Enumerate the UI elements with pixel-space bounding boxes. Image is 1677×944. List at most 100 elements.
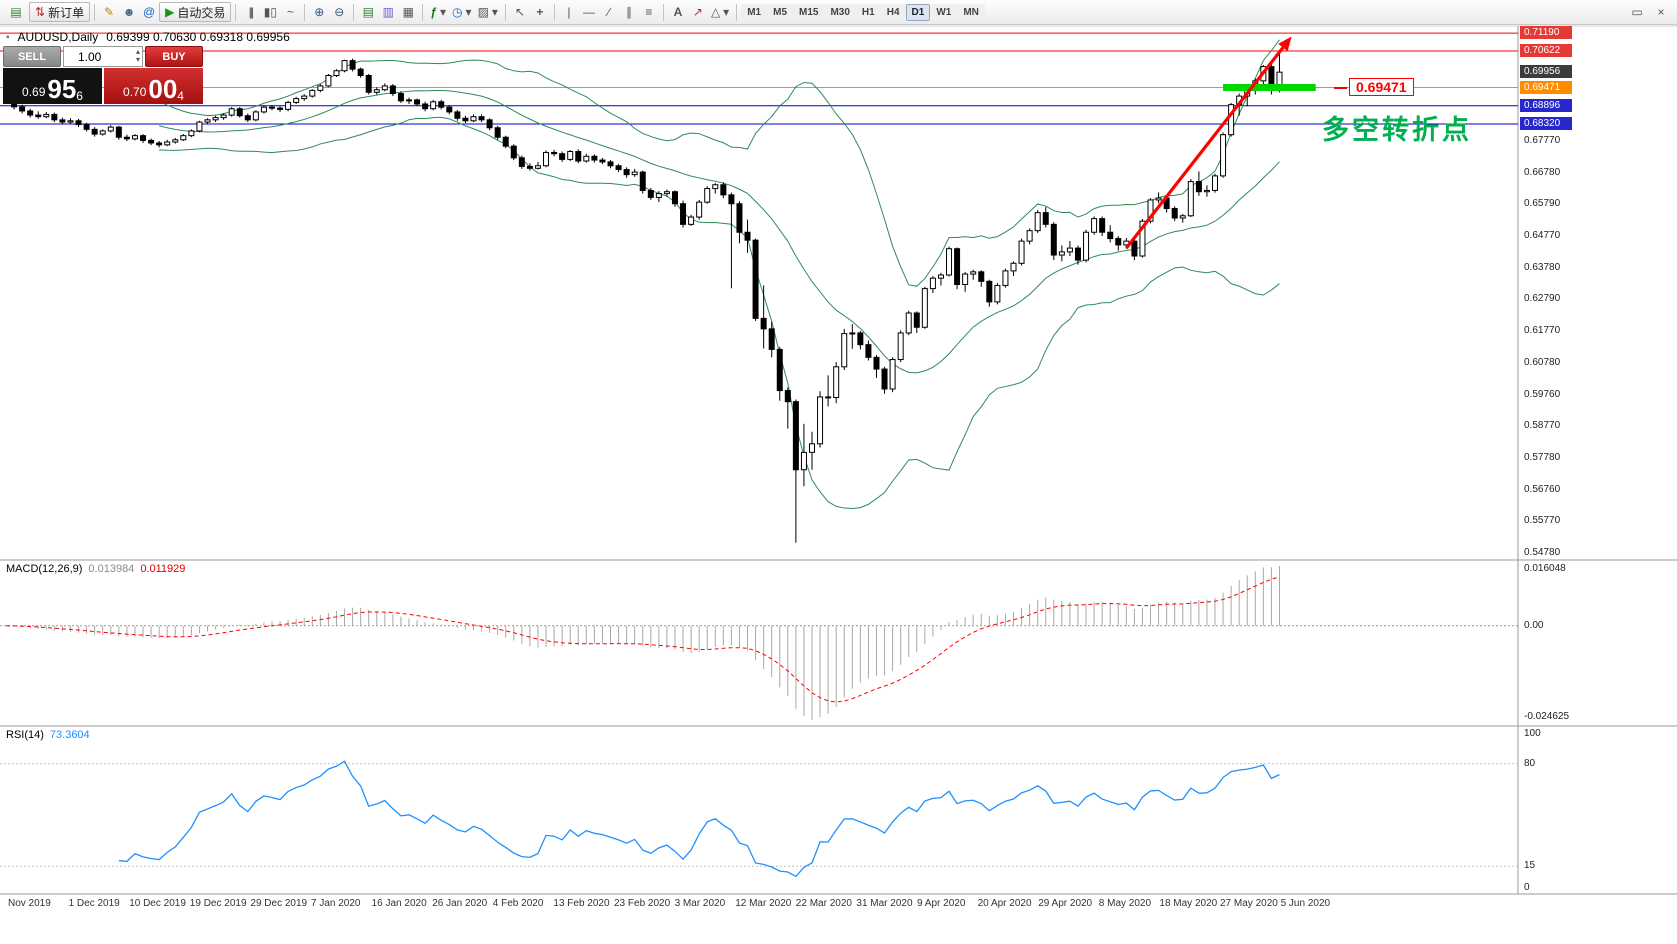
bar-chart-button[interactable]: ||| (240, 2, 260, 22)
cursor-tool-button[interactable]: ↖ (510, 2, 530, 22)
tab-timeframe-m5[interactable]: M5 (767, 3, 794, 21)
templates-button[interactable]: ▨ ▾ (475, 2, 501, 22)
volume-box: ▴ ▾ (63, 46, 143, 67)
axis-label: 0.60780 (1524, 356, 1561, 368)
price-callout[interactable]: 0.69471 (1349, 78, 1414, 96)
separator (304, 3, 306, 21)
close-window-button[interactable]: × (1651, 2, 1671, 22)
text-tool-button[interactable]: A (668, 2, 688, 22)
tab-timeframe-h1[interactable]: H1 (855, 3, 881, 21)
tab-timeframe-w1[interactable]: W1 (930, 3, 958, 21)
crosshair-tool-button[interactable]: + (530, 2, 550, 22)
accounts-icon: ☻ (122, 5, 136, 19)
new-order-icon: ⇅ (35, 5, 46, 19)
macd-name: MACD(12,26,9) (6, 563, 83, 575)
fibonacci-button[interactable]: ≡ (639, 2, 659, 22)
channel-icon: ∥ (625, 5, 632, 19)
volume-spinner-down-icon[interactable]: ▾ (135, 55, 140, 64)
tab-timeframe-mn[interactable]: MN (957, 3, 985, 21)
axis-label: 0.56760 (1524, 484, 1561, 496)
separator (504, 3, 506, 21)
tab-timeframe-d1[interactable]: D1 (905, 3, 931, 21)
sell-button[interactable]: SELL (3, 46, 61, 67)
fibonacci-icon: ≡ (645, 5, 653, 19)
axis-label: 19 Dec 2019 (189, 898, 247, 909)
volume-spinner-up-icon[interactable]: ▴ (135, 47, 140, 56)
buy-price-button[interactable]: 0.70 00 4 (104, 68, 203, 104)
new-order-button[interactable]: ⇅ 新订单 (29, 2, 91, 22)
zoom-in-icon: ⊕ (314, 5, 325, 19)
channel-button[interactable]: ∥ (619, 2, 639, 22)
trendline-button[interactable]: ∕ (599, 2, 619, 22)
axis-label: 0.64770 (1524, 230, 1561, 242)
tile-windows-button[interactable]: ▦ (398, 2, 418, 22)
axis-label: 0.57780 (1524, 451, 1561, 463)
axis-label: 0.63780 (1524, 261, 1561, 273)
axis-label: 29 Apr 2020 (1038, 898, 1093, 909)
restore-window-icon: ▭ (1631, 5, 1643, 19)
candlestick-chart-button[interactable]: ▮▯ (260, 2, 280, 22)
bid-pips: 95 (47, 74, 77, 104)
periods-button[interactable]: ◷ ▾ (449, 2, 475, 22)
turning-point-label[interactable]: 多空转折点 (1322, 115, 1472, 146)
axis-label: 7 Jan 2020 (311, 898, 361, 909)
ohlc-values: 0.69399 0.70630 0.69318 0.69956 (106, 30, 290, 44)
macd-main-value: 0.013984 (88, 563, 135, 575)
tab-timeframe-h4[interactable]: H4 (880, 3, 906, 21)
tab-timeframe-m15[interactable]: M15 (793, 3, 825, 21)
price-tag: 0.68896 (1520, 98, 1572, 112)
shapes-tool-button[interactable]: △ ▾ (708, 2, 732, 22)
rsi-label-row: RSI(14) 73.3604 (6, 729, 90, 741)
profiles-button[interactable]: ▥ (378, 2, 398, 22)
app-icon: ▤ (10, 5, 22, 19)
close-window-icon: × (1657, 5, 1665, 19)
profiles-icon: ▥ (382, 5, 394, 19)
buy-button[interactable]: BUY (145, 46, 203, 67)
tab-timeframe-m30[interactable]: M30 (824, 3, 856, 21)
indicators-button[interactable]: ƒ ▾ (427, 2, 449, 22)
autotrading-button[interactable]: ▶ 自动交易 (159, 2, 232, 22)
price-tag: 0.69956 (1520, 65, 1572, 79)
zoom-out-button[interactable]: ⊖ (329, 2, 349, 22)
axis-label: 23 Feb 2020 (614, 898, 671, 909)
axis-label: 5 Jun 2020 (1280, 898, 1331, 909)
separator (553, 3, 555, 21)
axis-label: 9 Apr 2020 (917, 898, 966, 909)
dropdown-icon: ▾ (491, 5, 498, 19)
line-chart-button[interactable]: ~ (280, 2, 300, 22)
one-click-trading-panel: SELL ▴ ▾ BUY 0.69 95 6 0.70 00 4 (3, 46, 203, 104)
price-tag: 0.71190 (1520, 26, 1572, 40)
arrows-tool-button[interactable]: ↗ (688, 2, 708, 22)
axis-label: 0.61770 (1524, 325, 1561, 337)
chart-icon: ▪ (6, 31, 10, 43)
new-chart-icon: ▤ (362, 5, 374, 19)
new-chart-button[interactable]: ▤ (358, 2, 378, 22)
price-tag: 0.68320 (1520, 116, 1572, 130)
axis-label: 13 Feb 2020 (553, 898, 610, 909)
trend-arrow[interactable] (1125, 46, 1285, 250)
tab-timeframe-m1[interactable]: M1 (741, 3, 768, 21)
horizontal-line-button[interactable]: — (579, 2, 599, 22)
ask-main: 0.70 (123, 85, 147, 99)
experts-button[interactable]: @ (139, 2, 159, 22)
ask-point: 4 (177, 89, 184, 103)
axis-label: 0 (1524, 882, 1530, 893)
metaeditor-button[interactable]: ✎ (99, 2, 119, 22)
shapes-icon: △ (710, 5, 721, 19)
zoom-in-button[interactable]: ⊕ (309, 2, 329, 22)
experts-icon: @ (142, 5, 156, 19)
accounts-button[interactable]: ☻ (119, 2, 139, 22)
ask-pips: 00 (148, 74, 178, 104)
restore-window-button[interactable]: ▭ (1627, 2, 1647, 22)
axis-label: 8 May 2020 (1098, 898, 1152, 909)
symbol-period-label: AUDUSD,Daily (17, 30, 99, 44)
support-highlight[interactable] (1223, 84, 1316, 92)
macd-label-row: MACD(12,26,9) 0.013984 0.011929 (6, 563, 185, 575)
sell-price-button[interactable]: 0.69 95 6 (3, 68, 102, 104)
vertical-line-button[interactable]: | (559, 2, 579, 22)
axis-label: 0.66780 (1524, 166, 1561, 178)
price-tag: 0.70622 (1520, 44, 1572, 58)
volume-input[interactable] (64, 48, 132, 65)
axis-label: 16 Jan 2020 (371, 898, 427, 909)
